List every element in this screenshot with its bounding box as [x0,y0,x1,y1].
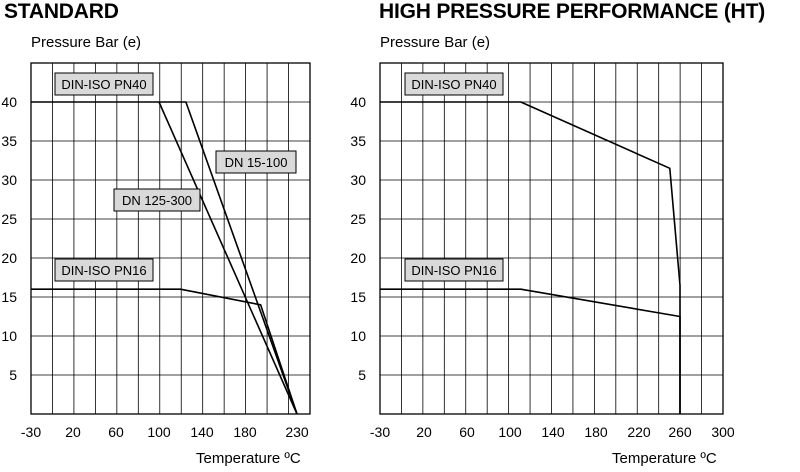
x-tick-label: 140 [541,424,565,440]
x-tick-label: 20 [416,424,432,440]
series-label-din-iso-pn16: DIN-ISO PN16 [404,258,504,282]
series-label-din-iso-pn40: DIN-ISO PN40 [54,72,154,96]
y-tick-label: 40 [350,94,366,110]
y-tick-label: 25 [350,211,366,227]
svg-text:DN 125-300: DN 125-300 [122,193,192,208]
series-line-din-iso-pn16 [380,288,681,414]
x-tick-label: -30 [370,424,390,440]
x-tick-label: 180 [584,424,608,440]
x-tick-label: 100 [147,424,171,440]
series-line-dn-125-300 [158,101,298,415]
y-axis-title-high-pressure: Pressure Bar (e) [380,34,491,51]
x-tick-label: 140 [190,424,214,440]
svg-text:DIN-ISO PN40: DIN-ISO PN40 [411,77,496,92]
series-label-dn-15-100: DN 15-100 [215,150,297,174]
y-tick-label: 35 [1,133,17,149]
series-line-din-iso-pn16 [31,288,298,415]
y-tick-label: 15 [1,289,17,305]
svg-text:DN 15-100: DN 15-100 [225,155,288,170]
y-tick-label: 30 [1,172,17,188]
y-tick-label: 25 [1,211,17,227]
y-tick-label: 5 [358,367,366,383]
x-tick-label: 60 [459,424,475,440]
series-label-dn-125-300: DN 125-300 [113,188,201,212]
x-tick-label: 220 [627,424,651,440]
x-tick-label: 300 [711,424,735,440]
series-label-din-iso-pn40: DIN-ISO PN40 [404,72,504,96]
x-tick-label: 230 [285,424,309,440]
y-tick-label: 35 [350,133,366,149]
series-line-dn-15-100 [159,101,298,415]
chart-title-standard: STANDARD [4,0,119,23]
chart-2: 5 10 15 20 25 30 35 40 -30 20 60 100 140 180 220 260 300… [350,62,735,440]
svg-text:DIN-ISO PN16: DIN-ISO PN16 [61,263,146,278]
plot-frame [30,62,311,415]
x-tick-label: 60 [108,424,124,440]
chart-1: 5 10 15 20 25 30 35 40 -30 20 60 100 140 180 230 DIN-IS… [1,62,311,440]
y-tick-label: 20 [350,250,366,266]
x-tick-label: 260 [668,424,692,440]
y-tick-label: 40 [1,94,17,110]
x-tick-label: 180 [233,424,257,440]
y-tick-label: 15 [350,289,366,305]
y-axis-title-standard: Pressure Bar (e) [31,34,142,51]
series-label-din-iso-pn16: DIN-ISO PN16 [54,258,154,282]
svg-text:DIN-ISO PN16: DIN-ISO PN16 [411,263,496,278]
y-tick-label: 5 [9,367,17,383]
y-tick-label: 10 [350,328,366,344]
svg-text:DIN-ISO PN40: DIN-ISO PN40 [61,77,146,92]
x-tick-label: -30 [21,424,41,440]
y-tick-label: 20 [1,250,17,266]
chart-title-high-pressure: HIGH PRESSURE PERFORMANCE (HT) [379,0,766,23]
y-tick-label: 10 [1,328,17,344]
x-tick-label: 100 [498,424,522,440]
x-axis-title-high-pressure: Temperature ºC [612,450,717,467]
y-tick-label: 30 [350,172,366,188]
x-tick-label: 20 [65,424,81,440]
plot-frame [379,62,724,415]
x-axis-title-standard: Temperature ºC [196,450,301,467]
